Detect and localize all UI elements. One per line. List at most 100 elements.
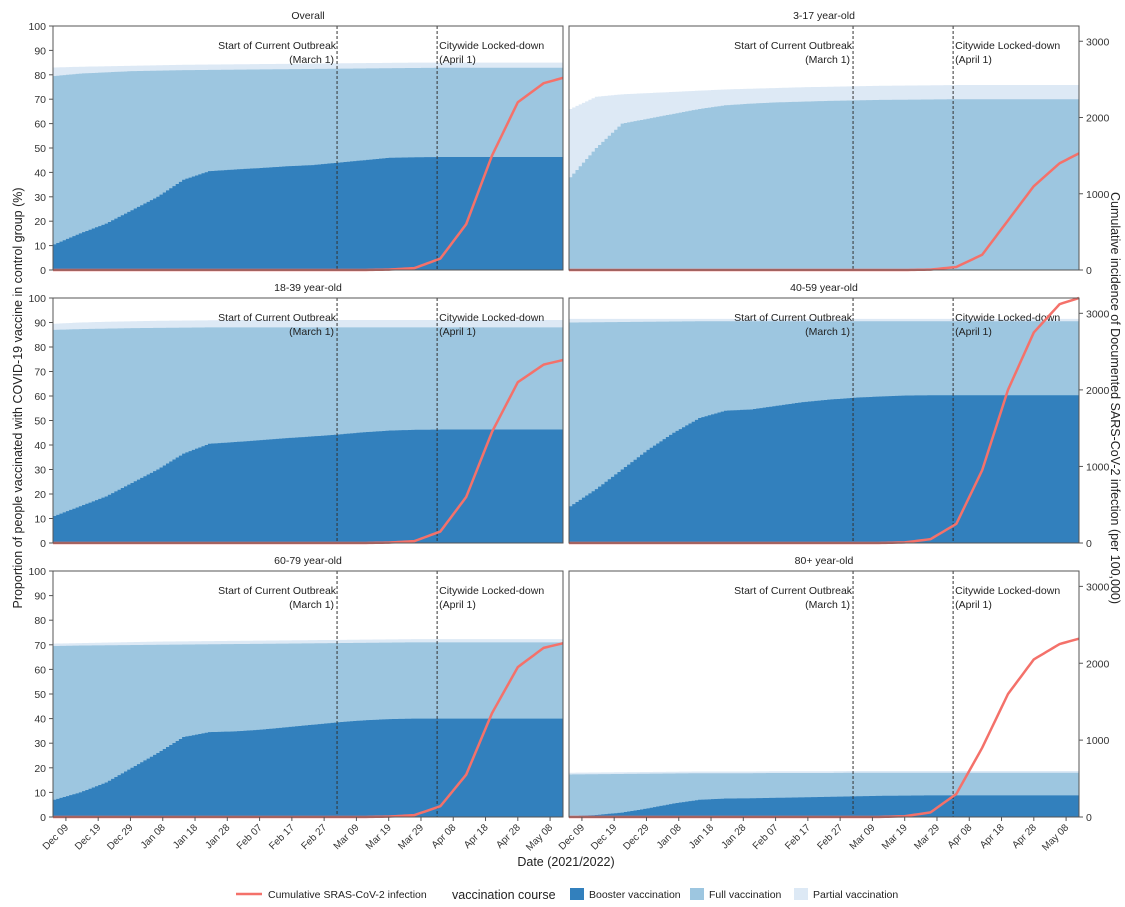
- legend-course-title: vaccination course: [452, 888, 556, 902]
- annotation-sub-0: (March 1): [805, 54, 850, 66]
- x-tick-label: Jan 18: [687, 822, 716, 851]
- annotation-label-1: Citywide Locked-down: [955, 40, 1060, 52]
- x-tick-label: Feb 07: [751, 822, 781, 852]
- y-tick-label-left: 50: [34, 416, 46, 428]
- y-tick-label-left: 90: [34, 591, 46, 603]
- panel-title: 80+ year-old: [795, 555, 854, 567]
- x-tick-label: Feb 17: [783, 822, 813, 852]
- panel-title: Overall: [291, 10, 324, 22]
- annotation-label-1: Citywide Locked-down: [439, 40, 544, 52]
- annotation-sub-0: (March 1): [289, 599, 334, 611]
- y-tick-label-left: 60: [34, 391, 46, 403]
- panel-0: Start of Current Outbreak (March 1) Citywi…: [28, 10, 564, 277]
- annotation-sub-1: (April 1): [439, 326, 476, 338]
- annotation-sub-0: (March 1): [805, 599, 850, 611]
- x-tick-label: Mar 09: [848, 822, 878, 852]
- y-tick-label-left: 20: [34, 489, 46, 501]
- x-tick-label: May 08: [524, 822, 555, 853]
- annotation-label-1: Citywide Locked-down: [439, 312, 544, 324]
- x-tick-label: Apr 18: [462, 822, 491, 851]
- area-full: [569, 99, 1079, 270]
- x-tick-label: Jan 28: [719, 822, 748, 851]
- x-tick-label: Mar 29: [396, 822, 426, 852]
- x-tick-label: Dec 19: [73, 822, 103, 852]
- annotation-label-1: Citywide Locked-down: [439, 585, 544, 597]
- area-booster: [569, 795, 1079, 817]
- panel-frame: [568, 570, 1080, 818]
- panel-title: 18-39 year-old: [274, 282, 342, 294]
- y-tick-label-left: 60: [34, 119, 46, 131]
- y-tick-label-left: 100: [28, 21, 46, 33]
- y-tick-label-left: 90: [34, 318, 46, 330]
- legend-full-swatch: [690, 888, 704, 900]
- y-tick-label-left: 80: [34, 615, 46, 627]
- y-tick-label-left: 10: [34, 514, 46, 526]
- panel-frame: [568, 25, 1080, 271]
- panels: Start of Current Outbreak (March 1) Citywi…: [28, 10, 1109, 853]
- x-tick-label: Mar 09: [332, 822, 362, 852]
- x-tick-label: Jan 08: [655, 822, 684, 851]
- annotation-label-0: Start of Current Outbreak: [734, 40, 853, 52]
- x-tick-label: Apr 08: [430, 822, 459, 851]
- y-tick-label-left: 50: [34, 689, 46, 701]
- panel-1: Start of Current Outbreak (March 1) Citywi…: [568, 10, 1110, 277]
- x-tick-label: Apr 08: [946, 822, 975, 851]
- y-tick-label-left: 30: [34, 465, 46, 477]
- annotation-label-1: Citywide Locked-down: [955, 585, 1060, 597]
- annotation-label-0: Start of Current Outbreak: [734, 312, 853, 324]
- annotation-label-0: Start of Current Outbreak: [218, 40, 337, 52]
- y-tick-label-right: 1000: [1086, 189, 1110, 201]
- y-tick-label-left: 70: [34, 367, 46, 379]
- x-tick-label: Dec 19: [589, 822, 619, 852]
- legend-booster-label: Booster vaccination: [589, 889, 681, 901]
- annotation-sub-1: (April 1): [955, 54, 992, 66]
- y-tick-label-right: 3000: [1086, 36, 1110, 48]
- annotation-sub-1: (April 1): [955, 599, 992, 611]
- y-tick-label-left: 0: [40, 538, 46, 550]
- x-tick-label: Dec 09: [557, 822, 587, 852]
- x-tick-label: Feb 27: [299, 822, 329, 852]
- x-tick-label: Dec 29: [105, 822, 135, 852]
- x-tick-label: Apr 28: [494, 822, 523, 851]
- panel-title: 60-79 year-old: [274, 555, 342, 567]
- y-tick-label-right: 2000: [1086, 113, 1110, 125]
- annotation-sub-1: (April 1): [955, 326, 992, 338]
- panel-title: 3-17 year-old: [793, 10, 855, 22]
- y-tick-label-right: 0: [1086, 265, 1092, 277]
- x-tick-label: May 08: [1040, 822, 1071, 853]
- annotation-sub-0: (March 1): [805, 326, 850, 338]
- y-tick-label-left: 0: [40, 812, 46, 824]
- y-tick-label-right: 0: [1086, 812, 1092, 824]
- y-tick-label-right: 2000: [1086, 385, 1110, 397]
- x-axis-label: Date (2021/2022): [517, 855, 614, 869]
- y-axis-right-label: Cumulative incidence of Documented SARS-…: [1108, 192, 1122, 604]
- x-tick-label: Mar 19: [880, 822, 910, 852]
- legend-booster-swatch: [570, 888, 584, 900]
- x-tick-label: Jan 08: [139, 822, 168, 851]
- panel-4: Start of Current Outbreak (March 1) Citywi…: [28, 555, 564, 853]
- y-tick-label-right: 1000: [1086, 461, 1110, 473]
- y-axis-left-label: Proportion of people vaccinated with COV…: [11, 187, 25, 608]
- panel-frame: [568, 297, 1080, 544]
- legend-full-label: Full vaccination: [709, 889, 782, 901]
- annotation-label-0: Start of Current Outbreak: [734, 585, 853, 597]
- y-tick-label-left: 30: [34, 738, 46, 750]
- legend-partial-swatch: [794, 888, 808, 900]
- y-tick-label-left: 40: [34, 714, 46, 726]
- x-tick-label: Mar 29: [912, 822, 942, 852]
- y-tick-label-left: 0: [40, 265, 46, 277]
- y-tick-label-right: 3000: [1086, 308, 1110, 320]
- x-tick-label: Mar 19: [364, 822, 394, 852]
- annotation-label-1: Citywide Locked-down: [955, 312, 1060, 324]
- y-tick-label-left: 100: [28, 566, 46, 578]
- y-tick-label-right: 1000: [1086, 735, 1110, 747]
- y-tick-label-right: 3000: [1086, 581, 1110, 593]
- y-tick-label-left: 40: [34, 440, 46, 452]
- annotation-sub-1: (April 1): [439, 54, 476, 66]
- y-tick-label-right: 0: [1086, 538, 1092, 550]
- panel-2: Start of Current Outbreak (March 1) Citywi…: [28, 282, 564, 550]
- x-tick-label: Dec 29: [621, 822, 651, 852]
- x-tick-label: Jan 18: [171, 822, 200, 851]
- annotation-label-0: Start of Current Outbreak: [218, 312, 337, 324]
